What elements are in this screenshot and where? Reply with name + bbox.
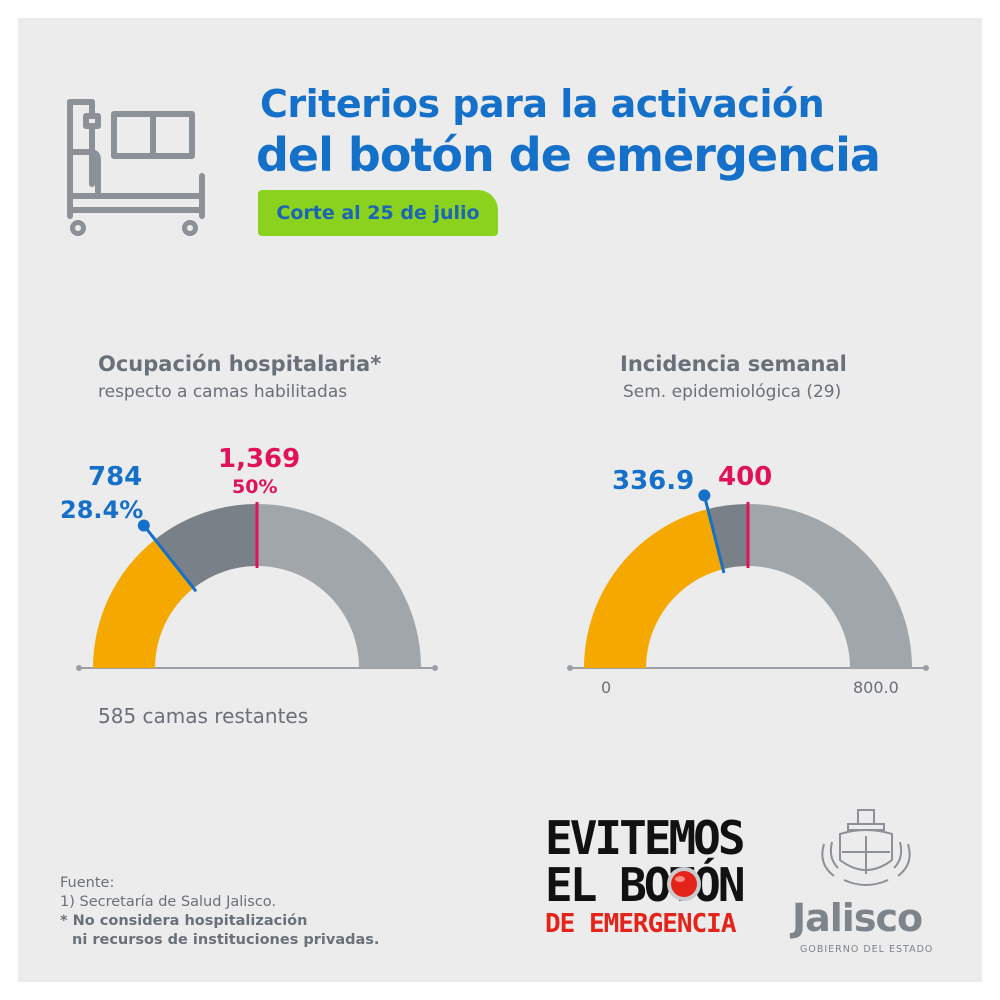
title-line-1: Criterios para la activación [260,82,825,126]
campaign-line-2: EL BOTÓN [545,858,746,912]
gauge2-current-value: 336.9 [612,466,695,496]
gauge2-current-needle-dot [698,489,711,502]
gauge2-threshold-value: 400 [718,462,773,492]
gauge2-title: Incidencia semanal [620,352,847,376]
source-1: 1) Secretaría de Salud Jalisco. [60,894,277,910]
gauge2-remaining-arc [748,504,912,668]
campaign-line-3: DE EMERGENCIA [545,909,736,939]
gauge1-footer: 585 camas restantes [98,704,309,728]
gauge2-subtitle: Sem. epidemiológica (29) [623,382,842,402]
gauge1-filled-arc [93,539,194,668]
gauge2-min-label: 0 [601,678,612,697]
gauge2-baseline-right-dot [923,665,929,671]
gauge1-current-value: 784 [88,462,143,492]
jalisco-crest-icon [821,809,911,886]
red-button-icon [667,867,701,901]
hospital-bed-icon [67,99,205,236]
gauge1-baseline-left-dot [76,665,82,671]
gauge2-current-needle [702,495,726,574]
gauge2-filled-arc [584,509,723,668]
note-1: * No considera hospitalización [60,913,308,929]
gauge1-remaining-arc [257,504,421,668]
gauge2-max-label: 800.0 [853,678,899,697]
campaign-line-1: EVITEMOS [545,811,746,865]
note-2: ni recursos de instituciones privadas. [72,932,380,948]
jalisco-wordmark: Jalisco [792,896,923,940]
gauge1-title: Ocupación hospitalaria* [98,352,382,376]
gauge1-current-needle [142,524,198,593]
gauge1-to-threshold-arc [155,504,257,589]
jalisco-subtitle: GOBIERNO DEL ESTADO [800,944,934,955]
gauge1-baseline-right-dot [432,665,438,671]
gauge2-baseline-left-dot [567,665,573,671]
gauge1-threshold-value: 1,369 [218,444,301,474]
gauge2-to-threshold-arc [707,504,748,570]
infographic-card [18,18,982,982]
gauge1-current-percent: 28.4% [60,496,144,524]
gauge1-threshold-percent: 50% [232,476,278,498]
date-badge: Corte al 25 de julio [258,190,498,236]
gauge1-subtitle: respecto a camas habilitadas [98,382,348,402]
title-line-2: del botón de emergencia [256,128,881,182]
source-label: Fuente: [60,875,115,891]
source-footer: Fuente: 1) Secretaría de Salud Jalisco. … [60,874,379,950]
campaign-logo: EVITEMOS EL BOTÓN DE EMERGENCIA [545,811,746,939]
gauge1-current-needle-dot [137,519,150,532]
